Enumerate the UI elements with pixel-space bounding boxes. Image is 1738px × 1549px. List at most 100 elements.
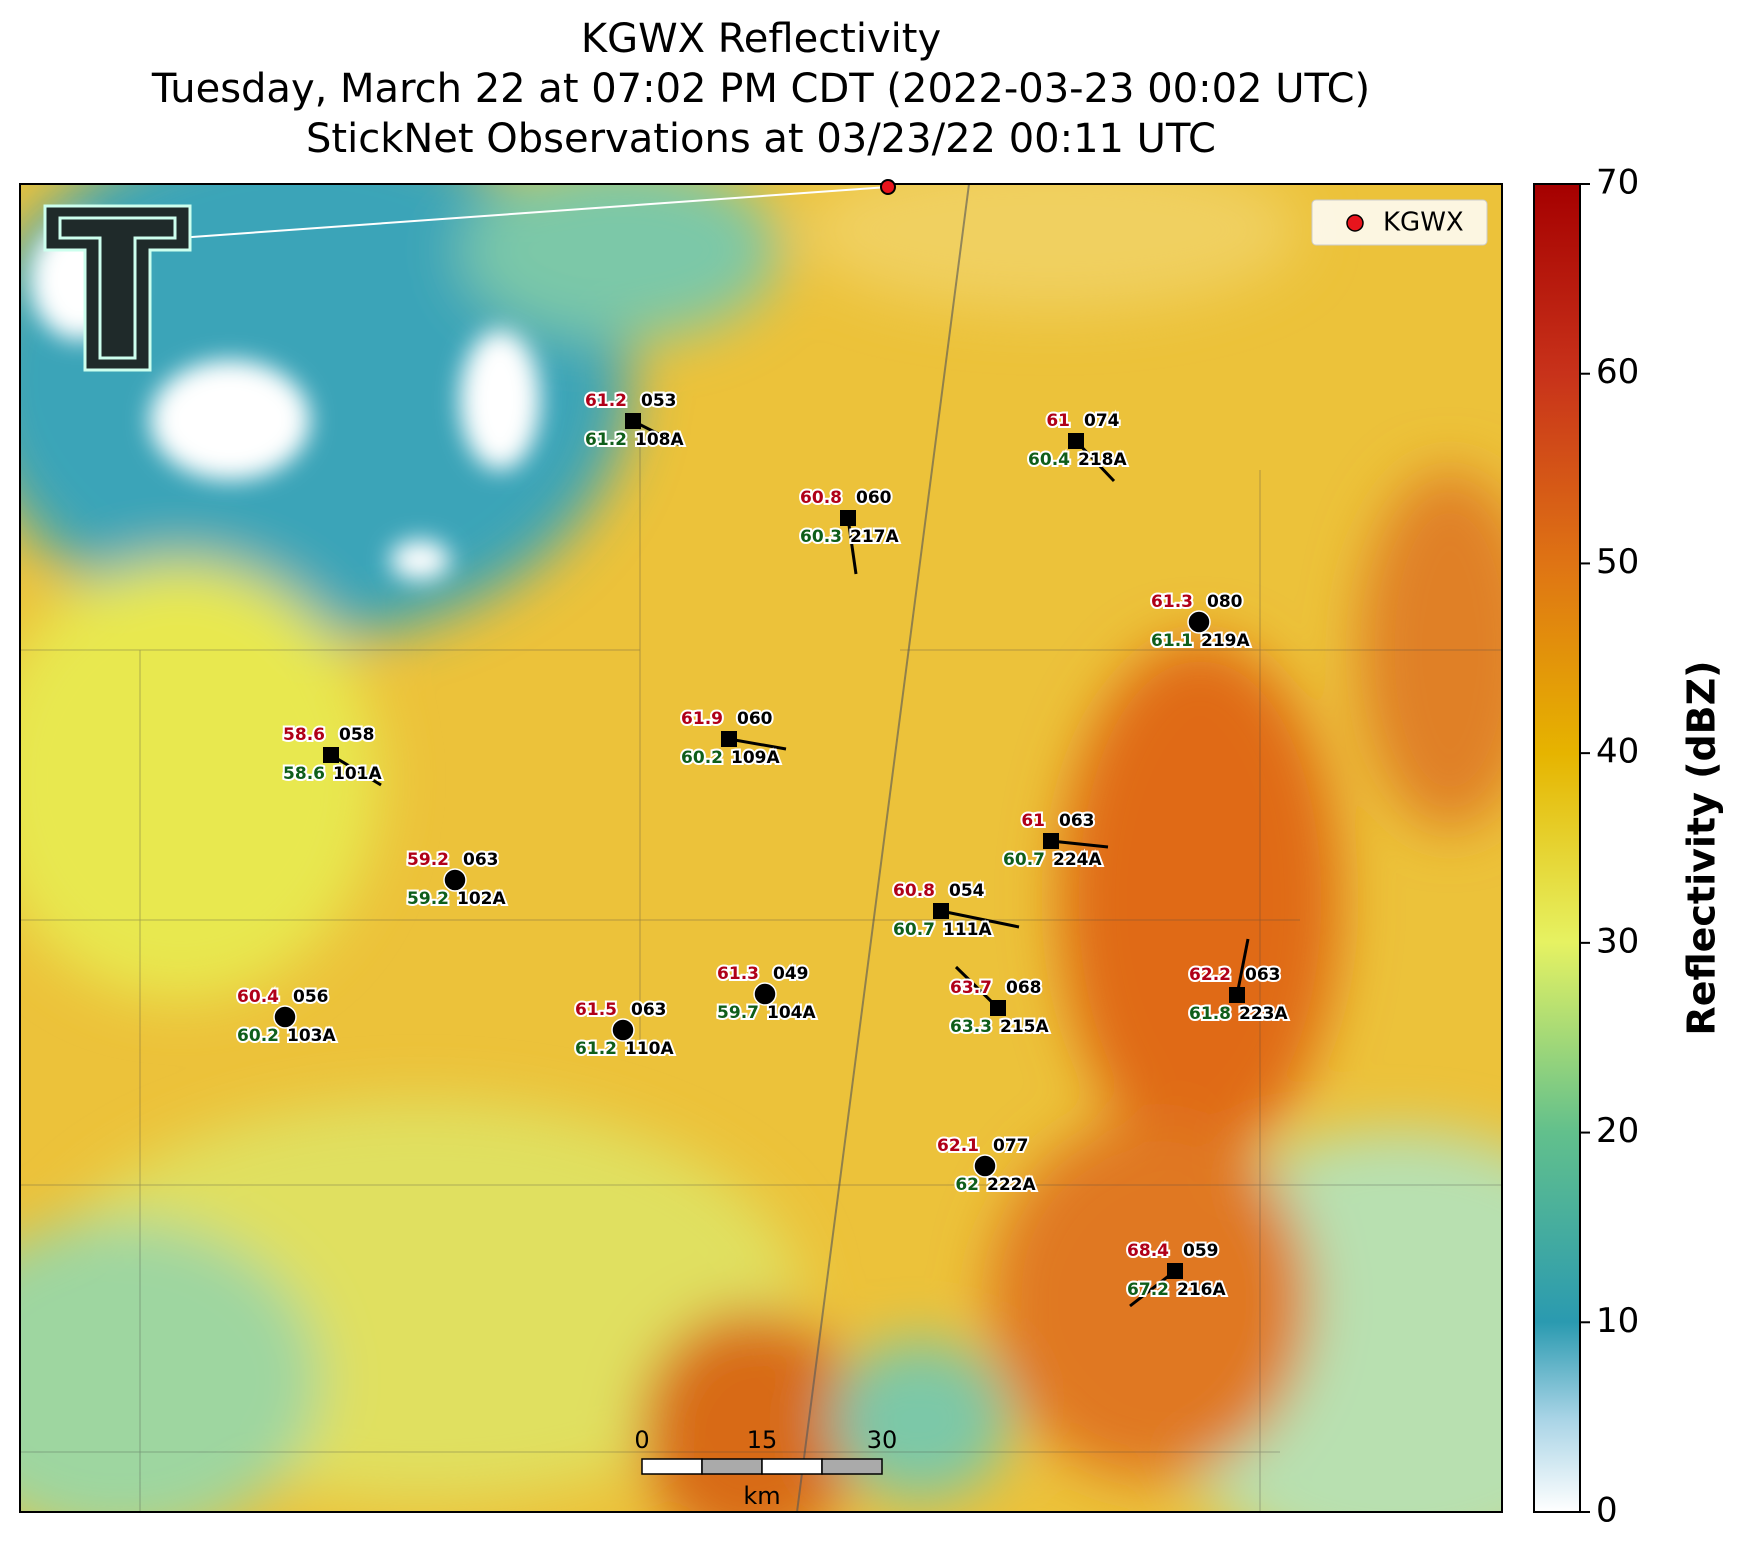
station: 63.7 068 63.3 215A (948, 965, 1051, 1039)
dewpoint: 61.8 (1189, 1004, 1231, 1024)
wind-barb (330, 753, 382, 787)
station-code: 060 (737, 709, 773, 729)
temperature: 59.2 (407, 850, 449, 870)
temperature: 58.6 (283, 725, 325, 745)
legend-label: KGWX (1383, 208, 1464, 238)
temperature: 61.3 (717, 964, 759, 984)
dewpoint: 60.7 (1003, 850, 1045, 870)
station-marker (721, 731, 737, 747)
dewpoint: 59.7 (717, 1003, 759, 1023)
temperature: 60.8 (893, 881, 935, 901)
station-id: 222A (987, 1175, 1036, 1195)
station-code: 059 (1183, 1241, 1219, 1261)
legend: KGWX (1311, 199, 1488, 246)
station-marker (1068, 433, 1084, 449)
station-id: 110A (625, 1039, 674, 1059)
station: 61.5 063 61.2 110A (573, 998, 676, 1061)
radar-field (20, 184, 1502, 1512)
station-id: 219A (1201, 631, 1250, 651)
temperature: 62.2 (1189, 965, 1231, 985)
temperature: 61.9 (681, 709, 723, 729)
station-code: 056 (293, 987, 329, 1007)
station-code: 063 (631, 1000, 667, 1020)
station-marker (1167, 1263, 1183, 1279)
temperature: 61.2 (585, 391, 627, 411)
station-marker (933, 903, 949, 919)
scale-segment (821, 1458, 883, 1475)
station-marker (1187, 610, 1211, 634)
station-code: 054 (949, 881, 985, 901)
station: 61.3 080 61.1 219A (1149, 590, 1252, 653)
colorbar-ticks: 0 10 20 30 40 50 60 70 (1580, 163, 1639, 1531)
dewpoint: 62 (955, 1175, 979, 1195)
station-id: 102A (457, 889, 506, 909)
wind-barb (846, 517, 858, 575)
temperature: 61.3 (1151, 592, 1193, 612)
colorbar-tick-label: 50 (1596, 542, 1639, 582)
colorbar-tick-label: 30 (1596, 921, 1639, 961)
station-id: 101A (333, 764, 382, 784)
station-marker (273, 1005, 297, 1029)
colorbar-tick-label: 40 (1596, 732, 1639, 772)
dewpoint: 63.3 (950, 1017, 992, 1037)
scale-tick-label: 15 (747, 1426, 778, 1454)
station: 61 074 60.4 218A (1026, 409, 1129, 483)
colorbar-tick-label: 10 (1596, 1301, 1639, 1341)
map-frame (19, 183, 1503, 1513)
station: 62.1 077 62 222A (935, 1134, 1038, 1197)
station-code: 080 (1207, 592, 1243, 612)
colorbar-tick-label: 60 (1596, 352, 1639, 392)
station-id: 109A (731, 748, 780, 768)
station-marker (625, 413, 641, 429)
dewpoint: 60.2 (681, 748, 723, 768)
station-marker (973, 1154, 997, 1178)
title: KGWX Reflectivity (581, 16, 941, 62)
scale-unit: km (743, 1482, 780, 1510)
colorbar-tick-label: 70 (1596, 163, 1639, 203)
radar-site (880, 179, 896, 195)
station: 61.3 049 59.7 104A (715, 962, 818, 1025)
station-code: 060 (856, 488, 892, 508)
station: 60.8 060 60.3 217A (798, 486, 901, 575)
wind-barb (1050, 839, 1109, 849)
dewpoint: 59.2 (407, 889, 449, 909)
wind-barb (728, 737, 787, 751)
station-id: 217A (850, 527, 899, 547)
station: 58.6 058 58.6 101A (281, 723, 384, 787)
station-id: 215A (1000, 1017, 1049, 1037)
station-id: 103A (287, 1026, 336, 1046)
temperature: 61 (1021, 811, 1045, 831)
station: 68.4 059 67.2 216A (1125, 1239, 1228, 1308)
station-marker (840, 510, 856, 526)
stations: 61.2 053 61.2 108A 60.8 060 60.3 217A 61 074 60.4 2… (235, 389, 1290, 1308)
station-marker (1229, 987, 1245, 1003)
dewpoint: 61.2 (585, 430, 627, 450)
temperature: 61.5 (575, 1000, 617, 1020)
station-id: 108A (635, 430, 684, 450)
station-id: 104A (767, 1003, 816, 1023)
station-code: 058 (339, 725, 375, 745)
station-id: 224A (1053, 850, 1102, 870)
station-code: 063 (1059, 811, 1095, 831)
station-id: 223A (1239, 1004, 1288, 1024)
subtitle: Tuesday, March 22 at 07:02 PM CDT (2022-… (151, 66, 1370, 112)
temperature: 68.4 (1127, 1241, 1169, 1261)
wind-barb (1235, 938, 1250, 996)
station-code: 077 (993, 1136, 1029, 1156)
dewpoint: 61.2 (575, 1039, 617, 1059)
scale-bar: km 0 15 30 (634, 1426, 897, 1510)
temperature: 63.7 (950, 978, 992, 998)
temperature: 60.4 (237, 987, 279, 1007)
scale-tick-label: 0 (634, 1426, 649, 1454)
temperature: 60.8 (800, 488, 842, 508)
station-marker (990, 1000, 1006, 1016)
station-marker (443, 868, 467, 892)
scale-tick-label: 30 (867, 1426, 898, 1454)
station: 59.2 063 59.2 102A (405, 848, 508, 911)
station-id: 216A (1177, 1280, 1226, 1300)
station-id: 218A (1078, 450, 1127, 470)
wind-barb (632, 419, 683, 448)
temperature: 61 (1046, 411, 1070, 431)
dewpoint: 67.2 (1127, 1280, 1169, 1300)
station-code: 063 (1245, 965, 1281, 985)
